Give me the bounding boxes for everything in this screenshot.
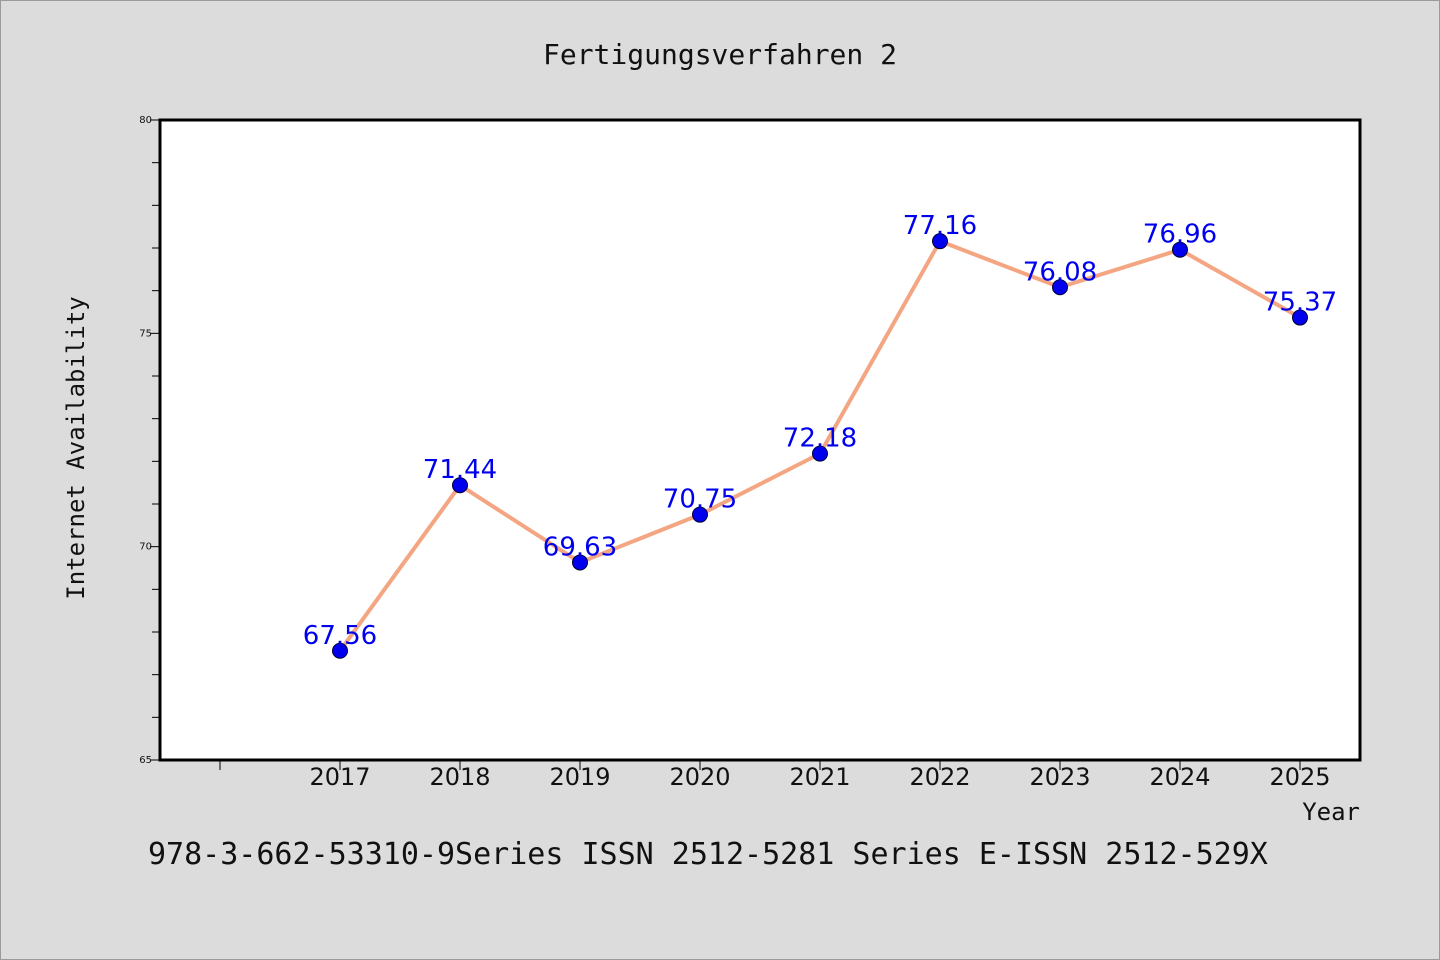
y-axis-label: Internet Availability — [62, 296, 90, 599]
data-point — [1052, 279, 1068, 296]
x-tick-label: 2017 — [309, 763, 370, 791]
y-tick-label: 75 — [139, 328, 152, 339]
data-label: 71.44 — [423, 455, 497, 485]
series: 67.56 71.44 69.63 70.75 72.18 77.16 76.08 76.96… — [303, 211, 1337, 659]
x-axis: 2017 2018 2019 2020 2021 2022 2023 2024 2025 — [219, 760, 1331, 791]
x-tick-label: 2023 — [1029, 763, 1090, 791]
y-tick-label: 80 — [139, 115, 152, 126]
data-point — [332, 642, 348, 659]
data-label: 67.56 — [303, 621, 377, 651]
data-point — [1172, 241, 1188, 258]
x-tick-label: 2021 — [789, 763, 850, 791]
x-tick-label: 2025 — [1269, 763, 1330, 791]
x-tick-label: 2024 — [1149, 763, 1210, 791]
y-axis: 65 70 75 80 — [139, 115, 160, 766]
y-tick-label: 65 — [139, 755, 152, 766]
data-point — [1292, 309, 1308, 326]
y-tick-label: 70 — [139, 542, 152, 553]
data-point — [452, 477, 468, 494]
data-point — [692, 506, 708, 523]
data-label: 70.75 — [663, 485, 737, 515]
data-label: 76.08 — [1023, 257, 1097, 287]
data-point — [572, 554, 588, 571]
x-tick-label: 2022 — [909, 763, 970, 791]
x-tick-label: 2018 — [429, 763, 490, 791]
data-point — [812, 445, 828, 462]
data-label: 76.96 — [1143, 220, 1217, 250]
x-axis-label: Year — [1302, 798, 1360, 826]
data-point — [932, 233, 948, 250]
chart-title: Fertigungsverfahren 2 — [543, 38, 897, 71]
plot-area — [158, 118, 1362, 762]
x-tick-label: 2020 — [669, 763, 730, 791]
data-label: 69.63 — [543, 532, 617, 562]
data-label: 72.18 — [783, 424, 857, 454]
data-label: 75.37 — [1263, 288, 1337, 318]
footnote: 978-3-662-53310-9Series ISSN 2512-5281 S… — [148, 837, 1268, 872]
data-label: 77.16 — [903, 211, 977, 241]
x-tick-label: 2019 — [549, 763, 610, 791]
